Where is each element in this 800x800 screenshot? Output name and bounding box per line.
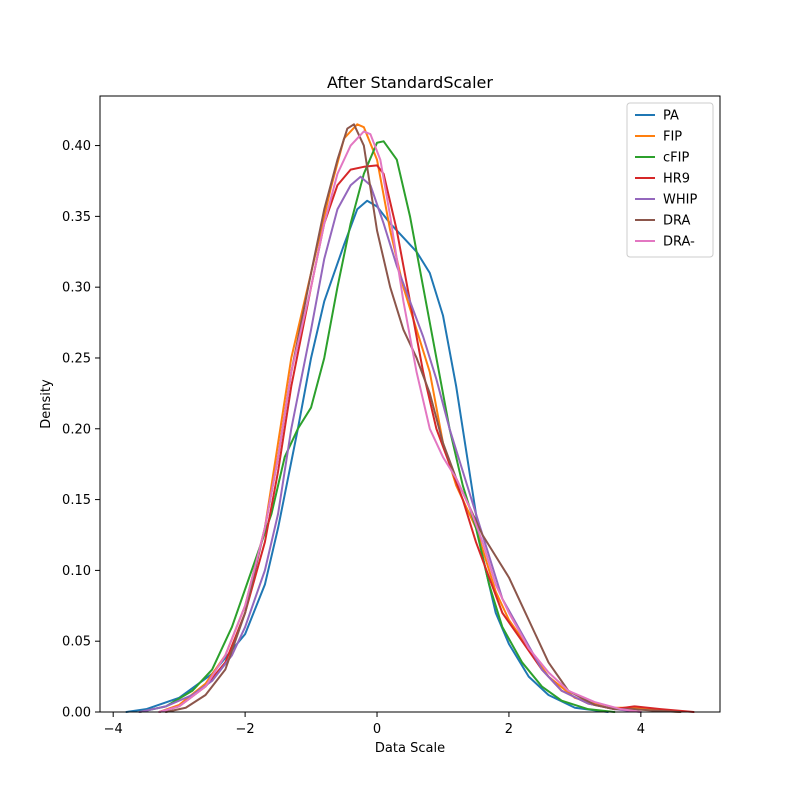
x-axis-label: Data Scale bbox=[375, 741, 445, 756]
y-axis-label: Density bbox=[39, 379, 54, 429]
series-line-dra-minus bbox=[158, 130, 642, 713]
y-tick-label: 0.20 bbox=[62, 422, 91, 437]
legend-item: DRA- bbox=[635, 235, 695, 250]
legend-box bbox=[626, 102, 714, 258]
axes-frame bbox=[99, 95, 721, 713]
x-tick-label: −4 bbox=[104, 722, 123, 737]
legend-label: WHIP bbox=[663, 193, 697, 208]
y-tick-label: 0.40 bbox=[62, 139, 91, 154]
x-tick-label: −2 bbox=[236, 722, 255, 737]
legend-item: WHIP bbox=[635, 193, 697, 208]
series-line-whip bbox=[138, 175, 642, 713]
legend-item: cFIP bbox=[635, 151, 689, 166]
x-axis: −4 −2 0 2 4 bbox=[104, 712, 645, 737]
legend-item: DRA bbox=[635, 214, 691, 229]
legend-label: FIP bbox=[663, 130, 682, 145]
y-axis: 0.00 0.05 0.10 0.15 0.20 0.25 0.30 0.35 0.40 bbox=[62, 139, 100, 721]
legend-label: cFIP bbox=[663, 151, 689, 166]
legend-label: DRA bbox=[663, 214, 691, 229]
y-tick-label: 0.35 bbox=[62, 210, 91, 225]
series-line-dra bbox=[164, 123, 682, 713]
y-tick-label: 0.05 bbox=[62, 635, 91, 650]
x-tick-label: 2 bbox=[505, 722, 513, 737]
legend-item: HR9 bbox=[635, 172, 690, 187]
legend-label: DRA- bbox=[663, 235, 695, 250]
y-tick-label: 0.15 bbox=[62, 493, 91, 508]
y-tick-label: 0.00 bbox=[62, 706, 91, 721]
legend-label: PA bbox=[663, 109, 679, 124]
chart-title: After StandardScaler bbox=[327, 73, 493, 92]
series-line-cfip bbox=[138, 140, 616, 713]
legend-item: PA bbox=[635, 109, 679, 124]
x-tick-label: 0 bbox=[373, 722, 381, 737]
y-tick-label: 0.10 bbox=[62, 564, 91, 579]
y-tick-label: 0.30 bbox=[62, 281, 91, 296]
y-tick-label: 0.25 bbox=[62, 351, 91, 366]
legend: PA FIP cFIP HR9 WHIP DRA DRA- bbox=[626, 102, 714, 258]
x-tick-label: 4 bbox=[637, 722, 645, 737]
legend-label: HR9 bbox=[663, 172, 690, 187]
plot-area bbox=[125, 123, 695, 713]
legend-item: FIP bbox=[635, 130, 682, 145]
